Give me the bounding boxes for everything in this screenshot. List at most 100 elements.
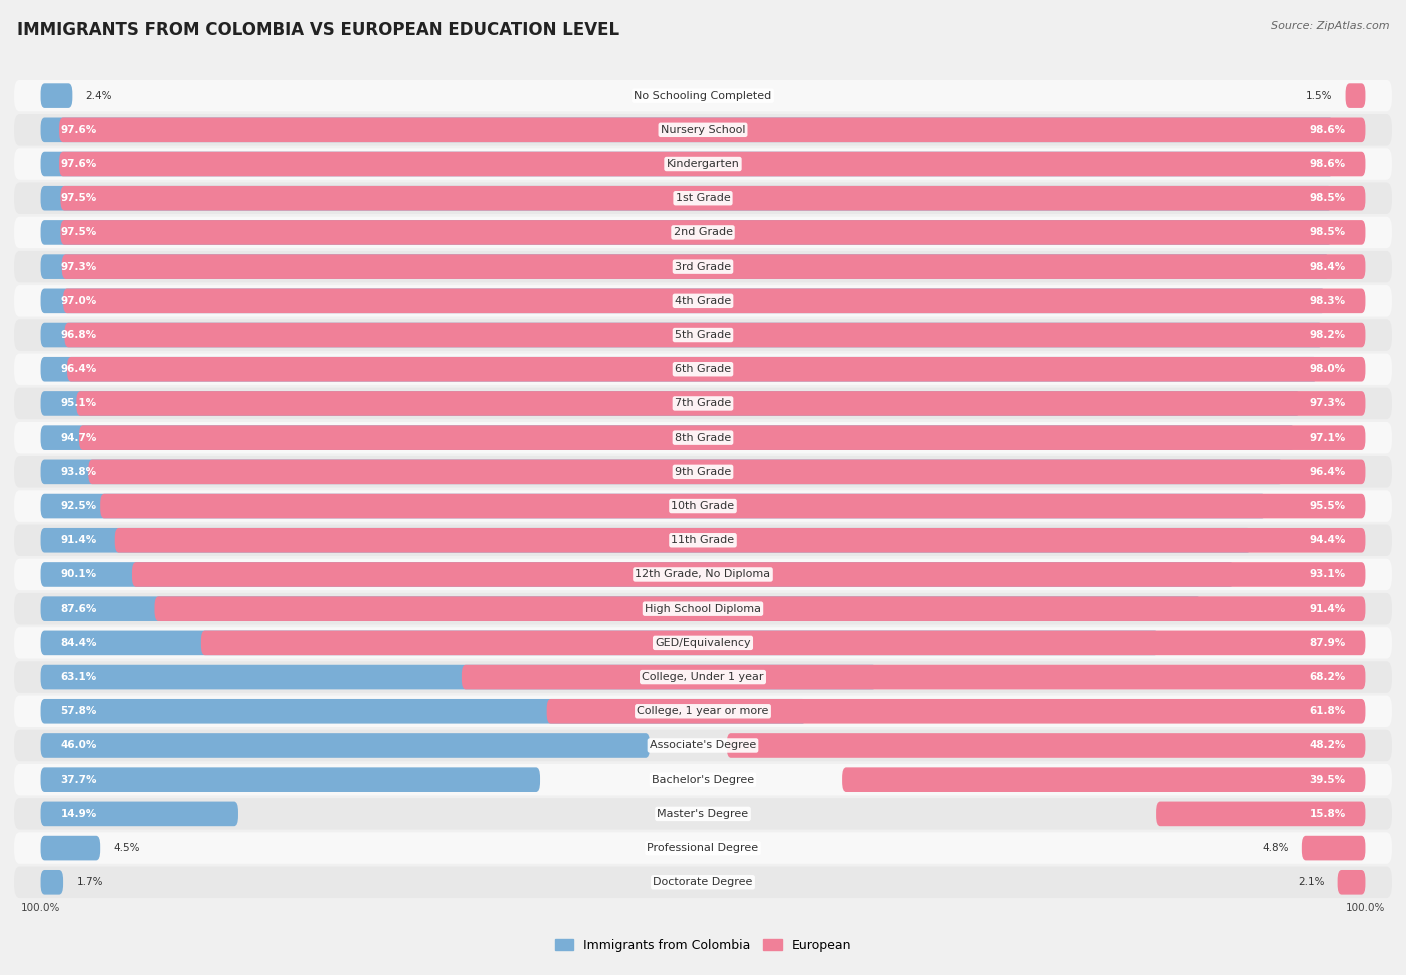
Text: 68.2%: 68.2% bbox=[1309, 672, 1346, 682]
Text: Nursery School: Nursery School bbox=[661, 125, 745, 135]
Text: Master's Degree: Master's Degree bbox=[658, 809, 748, 819]
Text: 11th Grade: 11th Grade bbox=[672, 535, 734, 545]
FancyBboxPatch shape bbox=[76, 391, 1365, 415]
Text: 1.5%: 1.5% bbox=[1306, 91, 1333, 100]
FancyBboxPatch shape bbox=[1346, 83, 1365, 108]
Text: 100.0%: 100.0% bbox=[21, 903, 60, 913]
FancyBboxPatch shape bbox=[14, 799, 1392, 830]
Text: 84.4%: 84.4% bbox=[60, 638, 97, 647]
Text: 91.4%: 91.4% bbox=[60, 535, 97, 545]
FancyBboxPatch shape bbox=[41, 186, 1333, 211]
FancyBboxPatch shape bbox=[463, 665, 1365, 689]
Text: 2nd Grade: 2nd Grade bbox=[673, 227, 733, 238]
Text: 15.8%: 15.8% bbox=[1309, 809, 1346, 819]
Text: 97.6%: 97.6% bbox=[60, 125, 97, 135]
Text: 100.0%: 100.0% bbox=[1346, 903, 1385, 913]
FancyBboxPatch shape bbox=[1337, 870, 1365, 895]
FancyBboxPatch shape bbox=[41, 152, 1334, 176]
FancyBboxPatch shape bbox=[115, 527, 1365, 553]
FancyBboxPatch shape bbox=[14, 525, 1392, 556]
Text: 46.0%: 46.0% bbox=[60, 740, 97, 751]
Text: 2.4%: 2.4% bbox=[86, 91, 112, 100]
FancyBboxPatch shape bbox=[1302, 836, 1365, 860]
Text: 98.2%: 98.2% bbox=[1309, 331, 1346, 340]
Text: 2.1%: 2.1% bbox=[1298, 878, 1324, 887]
FancyBboxPatch shape bbox=[14, 729, 1392, 761]
FancyBboxPatch shape bbox=[41, 870, 63, 895]
Text: Bachelor's Degree: Bachelor's Degree bbox=[652, 775, 754, 785]
Text: 97.3%: 97.3% bbox=[60, 261, 97, 272]
Text: 97.5%: 97.5% bbox=[60, 193, 97, 203]
FancyBboxPatch shape bbox=[41, 357, 1317, 381]
Text: 1st Grade: 1st Grade bbox=[676, 193, 730, 203]
Text: 1.7%: 1.7% bbox=[76, 878, 103, 887]
Text: 3rd Grade: 3rd Grade bbox=[675, 261, 731, 272]
FancyBboxPatch shape bbox=[41, 733, 650, 758]
Text: 92.5%: 92.5% bbox=[60, 501, 97, 511]
Text: 6th Grade: 6th Grade bbox=[675, 365, 731, 374]
FancyBboxPatch shape bbox=[14, 490, 1392, 522]
FancyBboxPatch shape bbox=[14, 148, 1392, 179]
FancyBboxPatch shape bbox=[41, 459, 1284, 485]
Text: 39.5%: 39.5% bbox=[1309, 775, 1346, 785]
FancyBboxPatch shape bbox=[63, 289, 1365, 313]
Text: 93.1%: 93.1% bbox=[1309, 569, 1346, 579]
Text: 98.0%: 98.0% bbox=[1309, 365, 1346, 374]
Text: Kindergarten: Kindergarten bbox=[666, 159, 740, 169]
FancyBboxPatch shape bbox=[41, 493, 1265, 519]
FancyBboxPatch shape bbox=[132, 563, 1365, 587]
Text: 12th Grade, No Diploma: 12th Grade, No Diploma bbox=[636, 569, 770, 579]
FancyBboxPatch shape bbox=[842, 767, 1365, 792]
Text: 96.4%: 96.4% bbox=[1309, 467, 1346, 477]
FancyBboxPatch shape bbox=[41, 665, 876, 689]
FancyBboxPatch shape bbox=[1156, 801, 1365, 826]
FancyBboxPatch shape bbox=[41, 254, 1330, 279]
FancyBboxPatch shape bbox=[14, 833, 1392, 864]
FancyBboxPatch shape bbox=[41, 527, 1251, 553]
FancyBboxPatch shape bbox=[41, 631, 1159, 655]
FancyBboxPatch shape bbox=[727, 733, 1365, 758]
FancyBboxPatch shape bbox=[67, 357, 1365, 381]
FancyBboxPatch shape bbox=[14, 695, 1392, 727]
FancyBboxPatch shape bbox=[14, 80, 1392, 111]
Text: 98.6%: 98.6% bbox=[1309, 159, 1346, 169]
FancyBboxPatch shape bbox=[14, 319, 1392, 351]
FancyBboxPatch shape bbox=[41, 220, 1333, 245]
FancyBboxPatch shape bbox=[14, 285, 1392, 317]
Text: College, Under 1 year: College, Under 1 year bbox=[643, 672, 763, 682]
FancyBboxPatch shape bbox=[41, 323, 1323, 347]
FancyBboxPatch shape bbox=[41, 597, 1201, 621]
FancyBboxPatch shape bbox=[89, 459, 1365, 485]
Text: 91.4%: 91.4% bbox=[1309, 604, 1346, 613]
Text: 14.9%: 14.9% bbox=[60, 809, 97, 819]
FancyBboxPatch shape bbox=[62, 254, 1365, 279]
Text: 97.1%: 97.1% bbox=[1309, 433, 1346, 443]
Text: Source: ZipAtlas.com: Source: ZipAtlas.com bbox=[1271, 21, 1389, 31]
Text: GED/Equivalency: GED/Equivalency bbox=[655, 638, 751, 647]
Text: 61.8%: 61.8% bbox=[1309, 706, 1346, 717]
Text: High School Diploma: High School Diploma bbox=[645, 604, 761, 613]
FancyBboxPatch shape bbox=[14, 593, 1392, 624]
Text: Associate's Degree: Associate's Degree bbox=[650, 740, 756, 751]
FancyBboxPatch shape bbox=[201, 631, 1365, 655]
Text: 4.5%: 4.5% bbox=[114, 843, 141, 853]
Text: 97.0%: 97.0% bbox=[60, 295, 97, 306]
FancyBboxPatch shape bbox=[41, 118, 1334, 142]
Text: 8th Grade: 8th Grade bbox=[675, 433, 731, 443]
Text: 87.9%: 87.9% bbox=[1309, 638, 1346, 647]
Text: 98.5%: 98.5% bbox=[1309, 227, 1346, 238]
FancyBboxPatch shape bbox=[14, 559, 1392, 590]
FancyBboxPatch shape bbox=[41, 83, 72, 108]
Text: 10th Grade: 10th Grade bbox=[672, 501, 734, 511]
FancyBboxPatch shape bbox=[41, 767, 540, 792]
Text: 95.1%: 95.1% bbox=[60, 399, 97, 409]
FancyBboxPatch shape bbox=[14, 354, 1392, 385]
FancyBboxPatch shape bbox=[14, 114, 1392, 145]
Text: Professional Degree: Professional Degree bbox=[647, 843, 759, 853]
Text: No Schooling Completed: No Schooling Completed bbox=[634, 91, 772, 100]
FancyBboxPatch shape bbox=[14, 182, 1392, 214]
Text: 98.5%: 98.5% bbox=[1309, 193, 1346, 203]
FancyBboxPatch shape bbox=[41, 391, 1301, 415]
Text: 97.5%: 97.5% bbox=[60, 227, 97, 238]
Text: Doctorate Degree: Doctorate Degree bbox=[654, 878, 752, 887]
